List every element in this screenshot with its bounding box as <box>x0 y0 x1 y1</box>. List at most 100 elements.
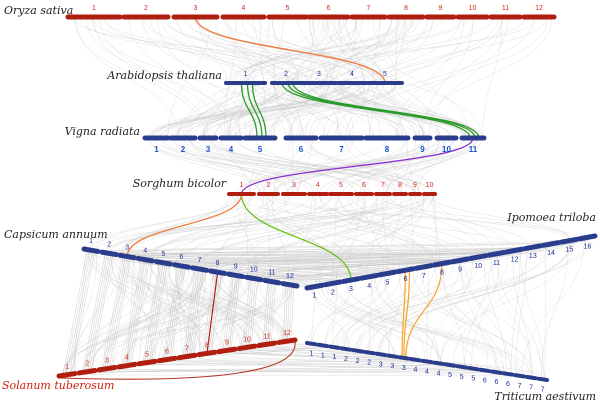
capsicum-chromosome-12 <box>280 281 300 289</box>
triticum-chromosome-15 <box>466 365 480 372</box>
synteny-link-504 <box>127 260 152 366</box>
synteny-link-528 <box>194 270 207 356</box>
highlight-link-2b <box>287 82 476 139</box>
synteny-link-84 <box>167 16 211 139</box>
solanum-chromosome-7 <box>176 352 198 361</box>
synteny-link-517 <box>105 252 273 344</box>
synteny-link-503 <box>149 260 251 347</box>
synteny-link-592 <box>412 268 530 378</box>
triticum-chromosome-16 <box>478 367 492 374</box>
ipomoea-chromosome-label: 2 <box>331 289 335 296</box>
synteny-link-62 <box>304 16 434 139</box>
synteny-link-184 <box>175 82 339 139</box>
sorghum-chromosome-label: 7 <box>381 182 385 189</box>
synteny-link-60 <box>161 16 416 139</box>
triticum-chromosome-label: 5 <box>460 374 464 381</box>
solanum-chromosome-label: 1 <box>65 364 69 371</box>
synteny-link-507 <box>148 260 284 342</box>
synteny-link-694 <box>190 269 204 357</box>
synteny-link-571 <box>380 240 572 355</box>
synteny-link-263 <box>152 137 417 195</box>
synteny-link-685 <box>162 265 178 360</box>
capsicum-chromosome-label: 6 <box>180 254 184 261</box>
ipomoea-chromosome-label: 14 <box>547 250 555 257</box>
solanum-chromosome-label: 2 <box>85 361 89 368</box>
synteny-link-599 <box>520 249 545 380</box>
oryza-chromosome-label: 5 <box>286 5 290 12</box>
synteny-link-586 <box>312 279 357 344</box>
synteny-link-196 <box>345 82 370 139</box>
vigna-chromosome-label: 10 <box>442 145 451 154</box>
synteny-link-566 <box>358 253 498 352</box>
synteny-link-576 <box>333 283 505 374</box>
synteny-link-616 <box>377 239 574 354</box>
synteny-link-601 <box>440 251 509 364</box>
synteny-link-711 <box>264 281 271 345</box>
synteny-link-556 <box>338 257 474 348</box>
synteny-link-250 <box>318 137 478 195</box>
synteny-link-607 <box>453 248 529 366</box>
synteny-link-707 <box>246 278 255 348</box>
highlight-link-0 <box>194 16 386 84</box>
capsicum-chromosome-label: 12 <box>286 273 294 280</box>
sorghum-chromosome-label: 10 <box>426 182 434 189</box>
synteny-link-234 <box>297 137 353 195</box>
synteny-link-217 <box>201 137 395 195</box>
capsicum-chromosome-3 <box>117 252 137 261</box>
triticum-chromosome-3 <box>328 344 341 350</box>
synteny-link-699 <box>210 272 222 354</box>
synteny-link-149 <box>257 82 453 139</box>
synteny-link-698 <box>208 272 220 354</box>
highlight-link-1a <box>240 82 258 139</box>
synteny-link-298 <box>162 193 333 263</box>
ipomoea-chromosome-3 <box>340 276 362 284</box>
synteny-link-220 <box>405 137 430 195</box>
vigna-chromosome-label: 6 <box>299 145 304 154</box>
synteny-link-316 <box>432 193 511 252</box>
synteny-link-568 <box>464 254 492 368</box>
synteny-link-567 <box>311 286 316 344</box>
triticum-chromosome-label: 6 <box>494 379 498 386</box>
synteny-link-213 <box>325 137 479 195</box>
synteny-link-299 <box>94 193 241 251</box>
triticum-chromosome-13 <box>443 362 457 368</box>
synteny-link-171 <box>204 82 331 139</box>
synteny-link-613 <box>440 239 575 364</box>
synteny-link-444 <box>70 284 287 375</box>
synteny-link-669 <box>90 253 114 372</box>
capsicum-chromosome-label: 2 <box>107 241 111 248</box>
highlight-link-6a <box>401 270 407 358</box>
highlight-link-3 <box>240 137 474 195</box>
capsicum-chromosome-1 <box>81 246 101 254</box>
synteny-link-137 <box>273 82 305 139</box>
oryza-species-label: Oryza sativa <box>4 4 73 17</box>
synteny-link-715 <box>282 284 287 342</box>
solanum-chromosome-9 <box>216 346 238 355</box>
vigna-chromosome-label: 1 <box>154 145 159 154</box>
synteny-link-117 <box>288 82 327 139</box>
synteny-link-167 <box>327 82 379 139</box>
ipomoea-chromosome-label: 15 <box>565 247 573 254</box>
synteny-link-676 <box>124 259 144 366</box>
synteny-link-65 <box>149 16 407 139</box>
synteny-link-611 <box>439 263 497 373</box>
synteny-link-463 <box>169 263 184 358</box>
synteny-link-83 <box>346 16 403 139</box>
synteny-link-191 <box>227 82 278 139</box>
synteny-link-256 <box>237 137 387 195</box>
synteny-link-598 <box>384 273 426 362</box>
synteny-link-31 <box>79 16 281 84</box>
triticum-chromosome-label: 5 <box>448 372 452 379</box>
synteny-link-124 <box>227 82 361 139</box>
synteny-link-584 <box>325 280 351 346</box>
synteny-link-59 <box>272 16 284 84</box>
synteny-link-194 <box>319 82 375 139</box>
synteny-link-44 <box>372 16 397 84</box>
highlight-link-1b <box>246 82 263 139</box>
ipomoea-chromosome-label: 10 <box>474 263 482 270</box>
triticum-chromosome-label: 1 <box>332 354 336 361</box>
triticum-chromosome-label: 7 <box>518 383 522 390</box>
synteny-link-603 <box>335 272 391 348</box>
synteny-link-502 <box>154 265 182 362</box>
highlight-synteny-links <box>58 16 480 380</box>
